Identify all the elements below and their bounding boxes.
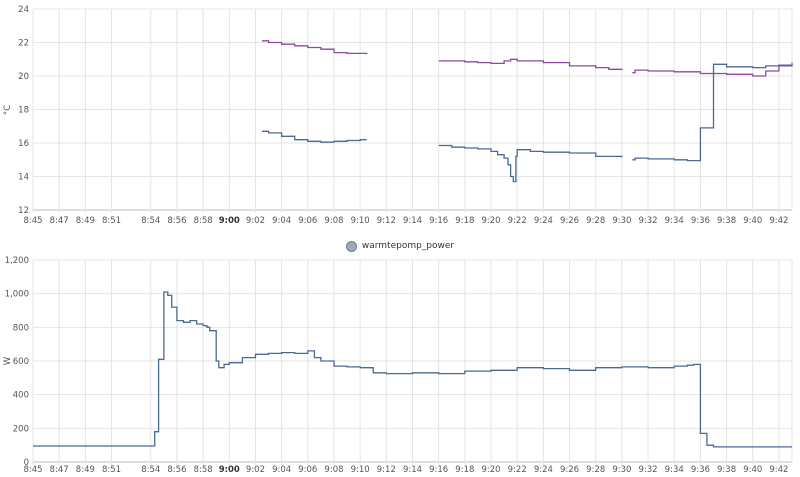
y-tick-label: 1,000	[5, 290, 29, 300]
x-tick-label: 9:40	[743, 216, 762, 226]
x-tick-label: 9:22	[508, 216, 527, 226]
x-tick-label: 9:40	[743, 465, 762, 475]
y-axis-label: °C	[3, 105, 13, 115]
x-tick-label: 9:02	[246, 465, 265, 475]
x-tick-label: 9:30	[612, 216, 631, 226]
legend-swatch-icon	[345, 240, 357, 252]
legend-label: warmtepomp_power	[361, 241, 455, 251]
x-tick-label: 9:42	[769, 216, 788, 226]
temperature-chart: 12 14 16 18 20 22 24 8:45 8:47 8:49 8:51 8:54 8:56 8:…	[3, 5, 793, 226]
x-tick-label: 8:49	[76, 465, 95, 475]
y-tick-label: 200	[13, 424, 29, 434]
x-tick-label: 9:20	[481, 216, 500, 226]
y-tick-label: 600	[13, 357, 29, 367]
x-tick-label: 9:20	[481, 465, 500, 475]
x-tick-label: 9:04	[272, 216, 291, 226]
y-tick-label: 12	[18, 206, 29, 216]
x-tick-label: 8:51	[102, 465, 121, 475]
x-tick-label: 8:56	[167, 465, 186, 475]
x-tick-label: 9:36	[691, 465, 710, 475]
y-tick-label: 400	[13, 391, 29, 401]
x-tick-label: 8:56	[167, 216, 186, 226]
y-tick-label: 22	[18, 39, 29, 49]
x-tick-label: 9:24	[534, 216, 553, 226]
y-axis-label: W	[3, 356, 13, 365]
x-tick-label: 9:18	[455, 465, 474, 475]
x-tick-label: 9:08	[324, 216, 343, 226]
y-tick-label: 1,200	[5, 256, 29, 266]
series-0-line-segment-0[interactable]	[262, 40, 368, 55]
x-tick-label: 9:32	[639, 216, 658, 226]
x-tick-label: 8:54	[141, 216, 160, 226]
x-tick-label: 9:26	[560, 465, 579, 475]
x-tick-label: 9:12	[377, 216, 396, 226]
x-tick-label: 9:06	[298, 465, 317, 475]
y-tick-label: 20	[18, 72, 29, 82]
x-tick-label: 9:28	[586, 465, 605, 475]
x-tick-label: 9:12	[377, 465, 396, 475]
x-tick-label: 9:00	[219, 465, 240, 475]
y-tick-label: 18	[18, 106, 29, 116]
x-tick-label: 8:58	[194, 465, 213, 475]
x-tick-label: 9:04	[272, 465, 291, 475]
y-tick-label: 0	[24, 458, 29, 468]
y-tick-label: 24	[18, 5, 29, 15]
x-tick-label: 8:58	[194, 216, 213, 226]
x-tick-label: 8:47	[50, 465, 69, 475]
x-tick-label: 8:54	[141, 465, 160, 475]
x-tick-label: 9:00	[219, 216, 240, 226]
x-tick-label: 9:38	[717, 465, 736, 475]
x-tick-label: 9:22	[508, 465, 527, 475]
x-tick-label: 9:06	[298, 216, 317, 226]
x-tick-label: 9:10	[351, 216, 370, 226]
y-tick-label: 16	[18, 139, 29, 149]
series-1-line-segment-2[interactable]	[632, 63, 793, 162]
power-chart-legend[interactable]: warmtepomp_power	[0, 239, 800, 253]
x-tick-label: 9:08	[324, 465, 343, 475]
series-0-line-segment-2[interactable]	[632, 62, 793, 77]
x-tick-label: 9:34	[665, 465, 684, 475]
x-tick-label: 9:10	[351, 465, 370, 475]
x-tick-label: 9:16	[429, 216, 448, 226]
x-tick-label: 8:45	[23, 465, 42, 475]
x-tick-label: 9:36	[691, 216, 710, 226]
series-1-line-segment-0[interactable]	[262, 130, 367, 143]
x-tick-label: 9:02	[246, 216, 265, 226]
series-0-line-segment-0[interactable]	[33, 291, 792, 448]
x-tick-label: 9:42	[769, 465, 788, 475]
x-tick-label: 9:18	[455, 216, 474, 226]
x-tick-label: 8:47	[50, 216, 69, 226]
x-tick-label: 9:14	[403, 465, 422, 475]
x-tick-label: 9:26	[560, 216, 579, 226]
x-tick-label: 8:51	[102, 216, 121, 226]
x-tick-label: 9:28	[586, 216, 605, 226]
x-tick-label: 9:30	[612, 465, 631, 475]
x-tick-label: 8:45	[23, 216, 42, 226]
series-0-line-segment-1[interactable]	[438, 58, 623, 71]
x-tick-label: 9:24	[534, 465, 553, 475]
x-tick-label: 8:49	[76, 216, 95, 226]
x-tick-label: 9:14	[403, 216, 422, 226]
series-1-line-segment-1[interactable]	[438, 144, 623, 183]
x-tick-label: 9:32	[639, 465, 658, 475]
y-tick-label: 800	[13, 323, 29, 333]
x-tick-label: 9:38	[717, 216, 736, 226]
x-tick-label: 9:34	[665, 216, 684, 226]
x-tick-label: 9:16	[429, 465, 448, 475]
y-tick-label: 14	[18, 173, 29, 183]
